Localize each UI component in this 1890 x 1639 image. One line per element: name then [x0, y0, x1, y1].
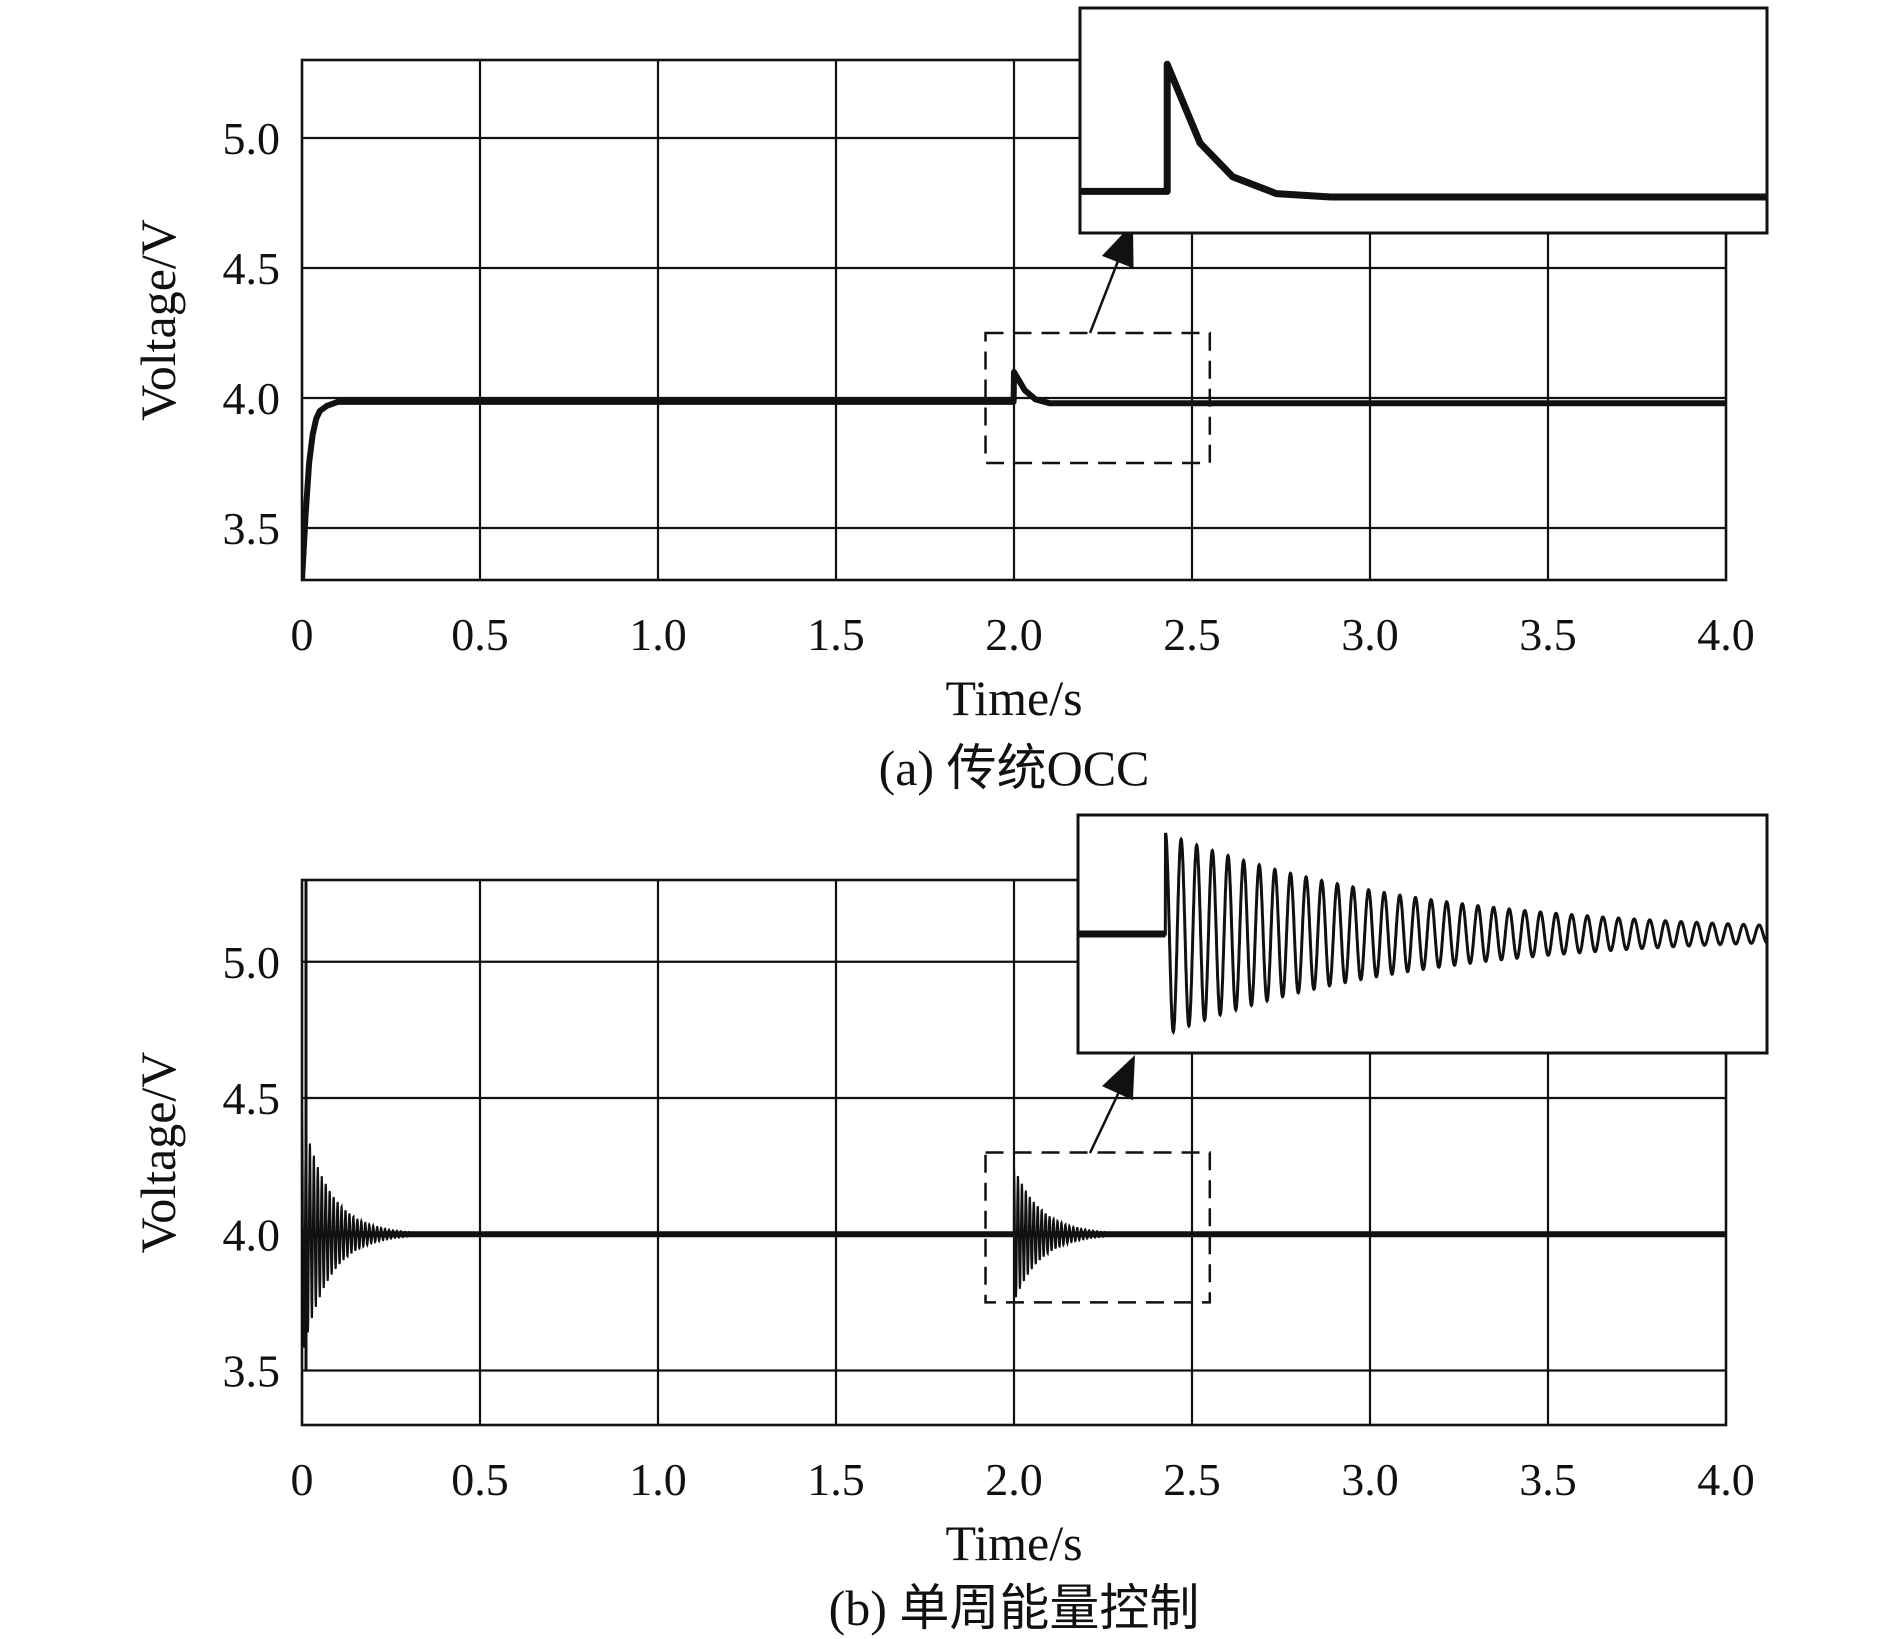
- x-tick-label: 1.0: [629, 609, 687, 660]
- x-tick-label: 3.0: [1341, 1454, 1399, 1505]
- figure-caption: (a) 传统OCC: [879, 740, 1150, 796]
- zoom-inset: [1078, 6, 1769, 235]
- x-tick-label: 2.5: [1163, 1454, 1221, 1505]
- y-tick-label: 5.0: [223, 113, 281, 164]
- x-tick-label: 2.5: [1163, 609, 1221, 660]
- x-tick-label: 1.5: [807, 609, 865, 660]
- voltage-series-line: [302, 369, 1726, 580]
- inset-series-line: [1080, 60, 1767, 201]
- y-tick-label: 3.5: [223, 1346, 281, 1397]
- x-tick-label: 3.5: [1519, 609, 1577, 660]
- y-tick-label: 5.0: [223, 937, 281, 988]
- chart-panel-b: 0 0.5 1.0 1.5 2.0 2.5 3.0 3.5 4.0 3.5 4.0 4.5 5.0 Tim…: [130, 813, 1769, 1636]
- zoom-region-box: [984, 331, 1212, 465]
- x-tick-label: 4.0: [1697, 609, 1755, 660]
- x-tick-label: 1.0: [629, 1454, 687, 1505]
- chart-panel-a: 0 0.5 1.0 1.5 2.0 2.5 3.0 3.5 4.0 3.5 4.0 4.5 5.0 Tim…: [130, 6, 1769, 796]
- x-tick-label: 4.0: [1697, 1454, 1755, 1505]
- y-tick-label: 4.0: [223, 1209, 281, 1260]
- x-tick-label: 0.5: [451, 1454, 509, 1505]
- x-tick-label: 0.5: [451, 609, 509, 660]
- x-tick-label: 3.5: [1519, 1454, 1577, 1505]
- x-tick-label: 1.5: [807, 1454, 865, 1505]
- x-axis-label: Time/s: [945, 1515, 1082, 1571]
- y-axis-label: Voltage/V: [130, 1052, 186, 1254]
- zoom-arrow-head: [1102, 1055, 1135, 1101]
- y-tick-label: 4.5: [223, 243, 281, 294]
- y-tick-label: 4.5: [223, 1073, 281, 1124]
- zoom-inset: [1076, 813, 1769, 1055]
- x-tick-label: 2.0: [985, 609, 1043, 660]
- zoom-region-box: [984, 1151, 1212, 1304]
- plot-frame: [300, 58, 1728, 582]
- x-tick-label: 3.0: [1341, 609, 1399, 660]
- inset-series-line: [1078, 832, 1767, 1036]
- y-tick-label: 3.5: [223, 503, 281, 554]
- x-axis-label: Time/s: [945, 670, 1082, 726]
- x-tick-label: 2.0: [985, 1454, 1043, 1505]
- x-tick-label: 0: [291, 609, 314, 660]
- y-axis-label: Voltage/V: [130, 219, 186, 421]
- y-tick-label: 4.0: [223, 373, 281, 424]
- x-tick-label: 0: [291, 1454, 314, 1505]
- figure-caption: (b) 单周能量控制: [829, 1580, 1200, 1636]
